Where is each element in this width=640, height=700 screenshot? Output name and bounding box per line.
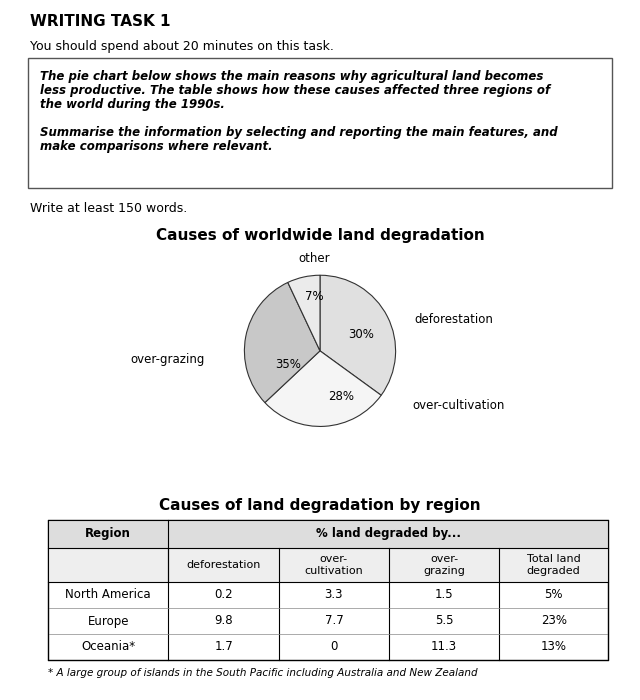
Text: 7.7: 7.7 [324,615,343,627]
Text: the world during the 1990s.: the world during the 1990s. [40,98,225,111]
Text: 28%: 28% [328,390,354,402]
Text: 13%: 13% [541,640,566,654]
Text: 23%: 23% [541,615,566,627]
Text: 3.3: 3.3 [324,589,343,601]
Text: Region: Region [85,528,131,540]
Wedge shape [265,351,381,426]
Text: 35%: 35% [275,358,301,371]
Wedge shape [320,275,396,396]
Text: 5%: 5% [545,589,563,601]
Text: over-cultivation: over-cultivation [412,399,504,412]
Text: other: other [298,252,330,265]
Text: North America: North America [65,589,151,601]
Text: over-
cultivation: over- cultivation [305,554,364,576]
Bar [48,520,608,660]
Text: 9.8: 9.8 [214,615,233,627]
Text: 30%: 30% [349,328,374,341]
Wedge shape [244,282,320,402]
Text: Europe: Europe [88,615,129,627]
Bar [28,58,612,188]
Text: Causes of worldwide land degradation: Causes of worldwide land degradation [156,228,484,243]
Text: less productive. The table shows how these causes affected three regions of: less productive. The table shows how the… [40,84,550,97]
Text: over-grazing: over-grazing [131,354,205,366]
Text: deforestation: deforestation [415,313,493,326]
Text: 7%: 7% [305,290,323,303]
Text: 1.7: 1.7 [214,640,233,654]
Text: * A large group of islands in the South Pacific including Australia and New Zeal: * A large group of islands in the South … [48,668,477,678]
Text: deforestation: deforestation [186,560,260,570]
Text: % land degraded by...: % land degraded by... [316,528,461,540]
Text: Total land
degraded: Total land degraded [527,554,580,576]
Text: 0: 0 [330,640,337,654]
Text: 0.2: 0.2 [214,589,233,601]
Text: 1.5: 1.5 [435,589,454,601]
Text: You should spend about 20 minutes on this task.: You should spend about 20 minutes on thi… [30,40,334,53]
Text: Write at least 150 words.: Write at least 150 words. [30,202,188,215]
Text: make comparisons where relevant.: make comparisons where relevant. [40,140,273,153]
Text: Causes of land degradation by region: Causes of land degradation by region [159,498,481,513]
Text: over-
grazing: over- grazing [423,554,465,576]
Wedge shape [288,275,320,351]
Text: Oceania*: Oceania* [81,640,135,654]
Text: Summarise the information by selecting and reporting the main features, and: Summarise the information by selecting a… [40,126,557,139]
Text: 5.5: 5.5 [435,615,454,627]
Bar [48,548,608,582]
Bar [48,520,608,548]
Text: The pie chart below shows the main reasons why agricultural land becomes: The pie chart below shows the main reaso… [40,70,543,83]
Text: 11.3: 11.3 [431,640,457,654]
Text: WRITING TASK 1: WRITING TASK 1 [30,14,170,29]
